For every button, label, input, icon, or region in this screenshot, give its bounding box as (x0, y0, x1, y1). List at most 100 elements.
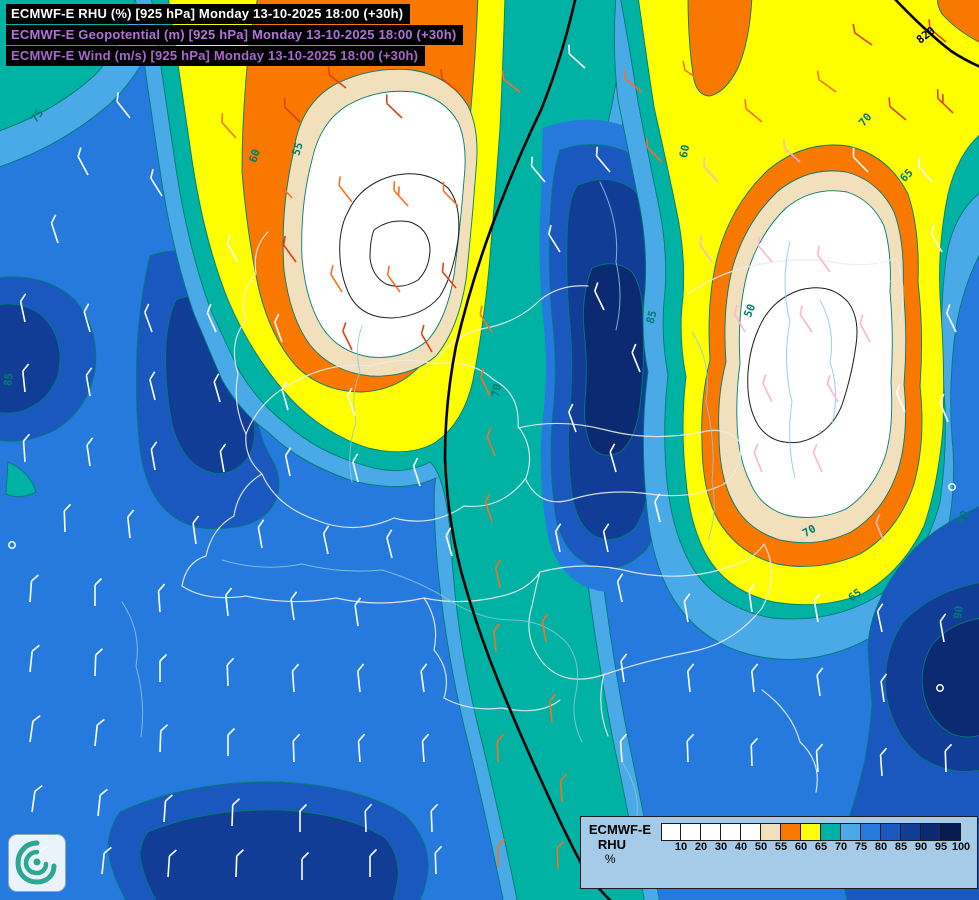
legend: ECMWF-E RHU % 10 20 30 40 50 55 60 65 70 75 80 85 90… (579, 816, 978, 889)
wind-barb (299, 803, 308, 832)
wind-barb (364, 803, 373, 833)
wind-barb (274, 313, 283, 343)
wind-barb (594, 282, 605, 311)
wind-barb (301, 851, 310, 880)
wind-barb (430, 803, 439, 833)
wind-barb (568, 44, 586, 69)
wind-barb (682, 60, 703, 83)
wind-barb (609, 443, 617, 473)
wind-barb (393, 181, 409, 207)
weathermodel-logo[interactable] (8, 834, 66, 892)
legend-cell: 65 (800, 823, 827, 853)
spiral-logo-icon (15, 840, 57, 885)
wind-barb (144, 303, 153, 333)
wind-barb (930, 224, 943, 253)
wind-barb (85, 367, 93, 397)
wind-barb (29, 715, 41, 743)
wind-barb (31, 785, 43, 813)
legend-meta: ECMWF-E RHU % (589, 822, 651, 867)
rh-region-90-95-column (582, 263, 645, 456)
wind-barb (501, 69, 521, 93)
wind-barb (352, 453, 359, 483)
rh-contour-label: 60 (246, 148, 262, 165)
rh-region-85-90-leftedge (0, 303, 61, 414)
wind-barb (744, 99, 763, 123)
wind-barb (948, 483, 956, 491)
wind-barb (77, 147, 89, 176)
wind-barb (936, 684, 944, 692)
legend-cell: 80 (860, 823, 887, 853)
wind-barb (420, 663, 428, 693)
wind-barb (441, 262, 457, 289)
wind-barb (619, 733, 628, 763)
wind-barb (816, 245, 831, 273)
title-wind: ECMWF-E Wind (m/s) [925 hPa] Monday 13-1… (6, 46, 426, 66)
wind-barb (357, 733, 366, 763)
rh-contour-label: 80 (954, 508, 972, 526)
wind-barb (683, 593, 691, 623)
wind-barb (936, 89, 954, 114)
wind-barb (816, 70, 837, 93)
wind-barb (330, 265, 343, 293)
wind-barb (783, 138, 801, 163)
rh-contour-label: 85 (644, 309, 660, 325)
wind-barb (86, 437, 94, 467)
wind-barb (149, 371, 156, 401)
wind-barb (150, 441, 158, 471)
rh-contour-label: 70 (800, 522, 818, 540)
wind-barb (703, 157, 719, 183)
legend-tick: 80 (874, 841, 888, 853)
wind-barb (757, 236, 773, 263)
rh-contour-label: 90 (951, 605, 966, 620)
wind-barb (654, 493, 661, 523)
legend-model: ECMWF-E (588, 822, 651, 837)
wind-barb (497, 838, 506, 867)
wind-barb (699, 235, 713, 263)
legend-cell: 10 (661, 823, 687, 853)
wind-barb (750, 737, 759, 767)
wind-barb (944, 743, 953, 773)
wind-barb (852, 147, 869, 173)
legend-cell: 100 (940, 823, 970, 853)
wind-barb (748, 583, 756, 613)
wind-barb (620, 653, 628, 683)
wind-barb (733, 304, 746, 333)
title-rhu: ECMWF-E RHU (%) [925 hPa] Monday 13-10-2… (6, 4, 411, 24)
wind-barb (257, 519, 265, 549)
wind-barb (8, 541, 16, 549)
wind-barb (541, 613, 549, 643)
rh-contour-label: 50 (741, 302, 758, 319)
legend-cell: 55 (760, 823, 787, 853)
legend-tick: 60 (794, 841, 808, 853)
wind-barb (219, 443, 227, 473)
wind-barb (227, 727, 236, 756)
legend-cell: 60 (780, 823, 807, 853)
wind-barb (753, 443, 763, 473)
wind-barb (94, 648, 104, 677)
wind-barb (357, 663, 365, 693)
legend-cell: 90 (900, 823, 927, 853)
legend-tick: 95 (934, 841, 948, 853)
wind-barb (292, 733, 301, 763)
legend-tick: 55 (774, 841, 788, 853)
wind-barb (494, 559, 502, 589)
wind-barb (127, 509, 135, 539)
wind-barb (213, 373, 221, 403)
geopotential-line-corner (894, 0, 979, 68)
wind-barb (97, 788, 108, 817)
wind-barb (484, 493, 493, 523)
legend-cell: 85 (880, 823, 907, 853)
wind-barb (631, 343, 641, 373)
wind-barb (486, 427, 496, 457)
legend-cell: 75 (840, 823, 867, 853)
wind-barb (159, 653, 168, 682)
wind-barb (879, 747, 888, 777)
wind-barb (559, 773, 568, 803)
legend-tick: 75 (854, 841, 868, 853)
wind-barb (928, 19, 947, 43)
rh-region-lt50-right (736, 190, 893, 518)
wind-barb (281, 381, 289, 411)
wind-barb (479, 305, 493, 333)
